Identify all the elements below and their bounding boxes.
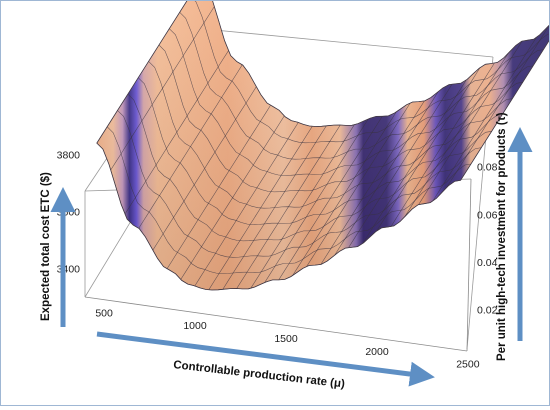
y-tick-label: 0.04	[477, 257, 498, 269]
mesh-line-y	[211, 0, 550, 127]
x-tick-label: 2000	[365, 346, 389, 358]
mesh-line-y	[127, 93, 492, 242]
mesh-line-x	[460, 38, 550, 181]
mesh-line-y	[96, 142, 461, 291]
z-axis-title: Expected total cost ETC ($)	[40, 172, 52, 321]
mesh-line-x	[390, 63, 495, 228]
mesh-line-y	[117, 110, 482, 258]
x-tick-label: 500	[95, 307, 113, 319]
z-tick-label: 3800	[57, 150, 81, 162]
plot-box-front	[84, 178, 472, 352]
mesh-line-x	[166, 105, 271, 270]
y-tick-label: 0.02	[477, 304, 498, 316]
x-axis-arrow	[96, 331, 435, 387]
x-tick-label: 1500	[274, 333, 298, 345]
z-tick-label: 3400	[57, 264, 81, 276]
mesh-line-x	[348, 83, 453, 248]
z-tick-label: 3600	[57, 207, 81, 219]
mesh-line-y	[107, 126, 472, 274]
x-tick-label: 2500	[456, 359, 480, 371]
x-tick-label: 1000	[183, 320, 207, 332]
mesh-line-y	[193, 0, 550, 144]
y-tick-label: 0.06	[477, 209, 498, 221]
surface-shade	[96, 0, 550, 290]
cost-surface	[96, 0, 550, 291]
mesh-line-x	[124, 50, 229, 215]
mesh-line-y	[138, 77, 503, 225]
mesh-line-y	[148, 61, 513, 209]
y-tick-label: 0.08	[477, 162, 498, 174]
mesh-line-y	[169, 28, 534, 176]
mesh-line-y	[179, 12, 544, 160]
y-axis-title: Per unit high-tech investment for produc…	[496, 112, 508, 361]
surface-mesh	[96, 0, 550, 291]
mesh-line-y	[158, 44, 523, 193]
